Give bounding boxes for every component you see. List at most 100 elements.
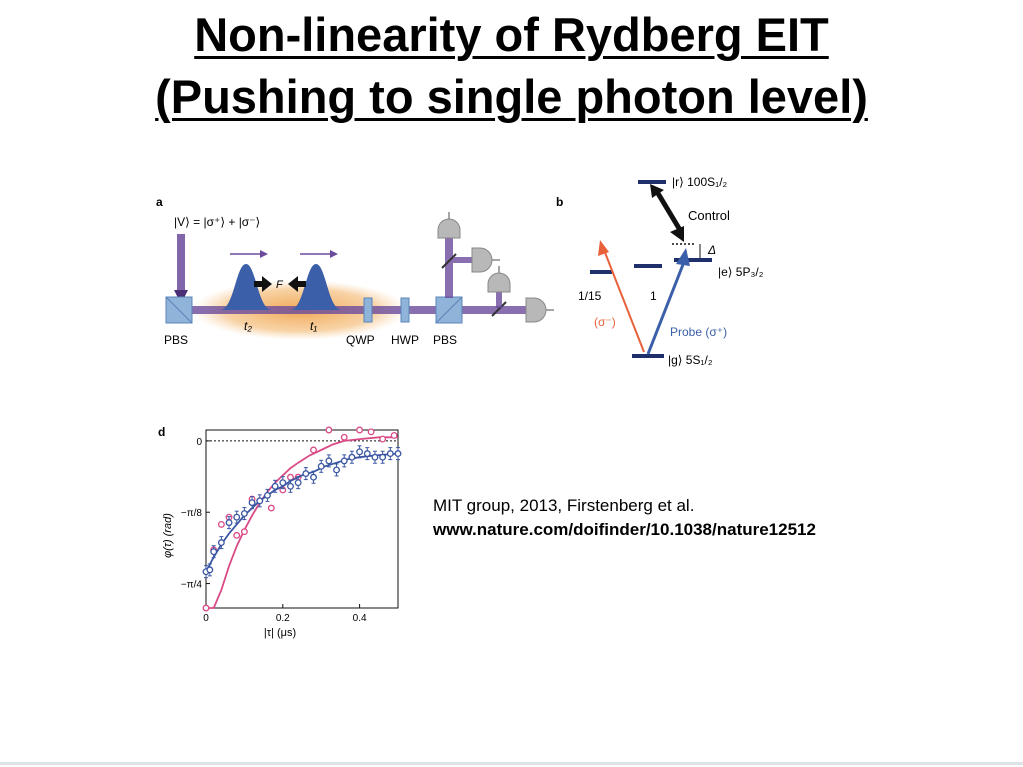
qwp-label: QWP xyxy=(346,333,375,347)
horizontal-beam xyxy=(178,306,542,314)
excited-level-label: |e⟩ 5P₃/₂ xyxy=(718,265,764,279)
data-point-series-1 xyxy=(240,510,248,518)
detector-top-icon xyxy=(437,218,461,239)
x-tick-label: 0 xyxy=(203,613,209,624)
sigma-minus-arrow xyxy=(603,249,645,353)
panel-d-letter: d xyxy=(158,425,165,439)
probe-label: Probe (σ⁺) xyxy=(670,325,727,339)
data-point-series-0 xyxy=(267,504,275,512)
fit-line-series-0 xyxy=(206,436,398,609)
data-point-series-1 xyxy=(279,479,287,487)
slide-title: Non-linearity of Rydberg EIT (Pushing to… xyxy=(0,4,1023,128)
data-point-series-1 xyxy=(263,491,271,499)
ground-level-label: |g⟩ 5S₁/₂ xyxy=(668,353,713,367)
panel-a-letter: a xyxy=(156,195,163,209)
data-point-series-1 xyxy=(379,453,387,461)
data-point-series-1 xyxy=(340,457,348,465)
data-point-series-1 xyxy=(233,513,241,521)
force-arrow-right-icon xyxy=(254,276,272,292)
data-point-series-0 xyxy=(390,431,398,439)
x-tick-label: 0.4 xyxy=(353,613,367,624)
data-point-series-0 xyxy=(202,604,210,612)
y-axis-ticks: 0 −π/8 −π/4 xyxy=(181,437,210,591)
bottom-divider xyxy=(0,762,1023,765)
control-arrow-tail-icon xyxy=(650,184,664,198)
plot-series xyxy=(202,426,402,612)
data-point-series-1 xyxy=(386,450,394,458)
slide-title-line1: Non-linearity of Rydberg EIT xyxy=(194,8,829,61)
delta-label: Δ xyxy=(707,243,716,257)
data-point-series-1 xyxy=(356,448,364,456)
data-point-series-1 xyxy=(310,473,317,481)
beam-to-upper-detector xyxy=(453,257,473,263)
data-point-series-1 xyxy=(363,450,371,458)
source-caption: MIT group, 2013, Firstenberg et al. www.… xyxy=(433,494,816,542)
one-label: 1 xyxy=(650,289,657,303)
probe-arrow xyxy=(646,261,686,355)
data-point-series-1 xyxy=(287,482,294,490)
data-point-series-1 xyxy=(302,470,310,478)
panel-a-setup-figure: a |V⟩ = |σ⁺⟩ + |σ⁻⟩ F t₂ t₁ PBS QWP HWP … xyxy=(156,195,554,347)
data-point-series-1 xyxy=(271,482,279,490)
data-point-series-1 xyxy=(210,548,218,556)
y-axis-label: φ(τ) (rad) xyxy=(162,513,174,558)
y-tick-label: 0 xyxy=(196,437,202,448)
data-point-series-0 xyxy=(340,433,348,441)
detector-mid-icon xyxy=(487,272,511,293)
data-point-series-1 xyxy=(217,539,225,547)
slide-title-line2: (Pushing to single photon level) xyxy=(155,70,868,123)
hwp-label: HWP xyxy=(391,333,419,347)
y-tick-label: −π/8 xyxy=(181,508,203,519)
rydberg-level-label: |r⟩ 100S₁/₂ xyxy=(672,175,728,189)
data-point-series-0 xyxy=(240,528,248,536)
source-url: www.nature.com/doifinder/10.1038/nature1… xyxy=(433,520,816,539)
panel-b-letter: b xyxy=(556,195,563,209)
input-beam-vertical xyxy=(177,234,185,310)
panel-b-level-diagram: b |r⟩ 100S₁/₂ Control Δ |e⟩ 5P₃/₂ 1/15 1… xyxy=(556,175,764,367)
x-axis-ticks: 0 0.2 0.4 xyxy=(203,604,367,624)
data-point-series-0 xyxy=(310,446,317,454)
state-v-label: |V⟩ = |σ⁺⟩ + |σ⁻⟩ xyxy=(174,215,260,229)
detector-upper-right-icon xyxy=(471,247,493,273)
source-citation: MIT group, 2013, Firstenberg et al. xyxy=(433,496,695,515)
detector-right-icon xyxy=(525,297,547,323)
data-point-series-1 xyxy=(333,466,341,474)
pulse-t2 xyxy=(220,264,272,310)
t1-label: t₁ xyxy=(310,319,317,333)
x-axis-label: |τ| (μs) xyxy=(264,627,296,639)
control-arrow xyxy=(653,188,683,232)
y-tick-label: −π/4 xyxy=(181,580,203,591)
data-point-series-1 xyxy=(225,519,233,527)
sigma-minus-arrow-head-icon xyxy=(598,240,609,256)
pbs-left-diagonal xyxy=(165,296,193,324)
data-point-series-1 xyxy=(294,479,302,487)
probe-arrow-head-icon xyxy=(676,248,690,266)
x-tick-label: 0.2 xyxy=(276,613,290,624)
beamsplitter-upper xyxy=(441,253,457,269)
pbs-right-label: PBS xyxy=(433,333,457,347)
pulse-t1 xyxy=(290,264,342,310)
data-point-series-0 xyxy=(217,520,225,528)
data-point-series-1 xyxy=(317,462,325,470)
data-point-series-1 xyxy=(348,453,356,461)
force-label: F xyxy=(276,279,284,291)
qwp-plate xyxy=(363,297,373,323)
pbs-left-label: PBS xyxy=(164,333,188,347)
hwp-plate xyxy=(400,297,410,323)
data-point-series-1 xyxy=(248,499,256,507)
t2-label: t₂ xyxy=(244,319,252,333)
data-point-series-1 xyxy=(325,457,333,465)
output-beam-vertical xyxy=(445,236,453,298)
data-point-series-1 xyxy=(206,566,214,574)
data-point-series-0 xyxy=(325,426,333,434)
control-arrow-head-icon xyxy=(670,226,684,242)
plot-frame xyxy=(205,429,399,609)
beamsplitter-lower xyxy=(491,301,507,317)
sigma-minus-label: (σ⁻) xyxy=(594,315,616,329)
data-point-series-1 xyxy=(371,453,379,461)
force-arrow-left-icon xyxy=(288,276,306,292)
data-point-series-0 xyxy=(379,435,387,443)
panel-d-phase-chart: d 0 −π/8 −π/4 0 0.2 0.4 φ(τ) (rad) |τ| (μs) xyxy=(158,425,402,639)
ratio-label: 1/15 xyxy=(578,289,602,303)
control-label: Control xyxy=(688,208,730,223)
